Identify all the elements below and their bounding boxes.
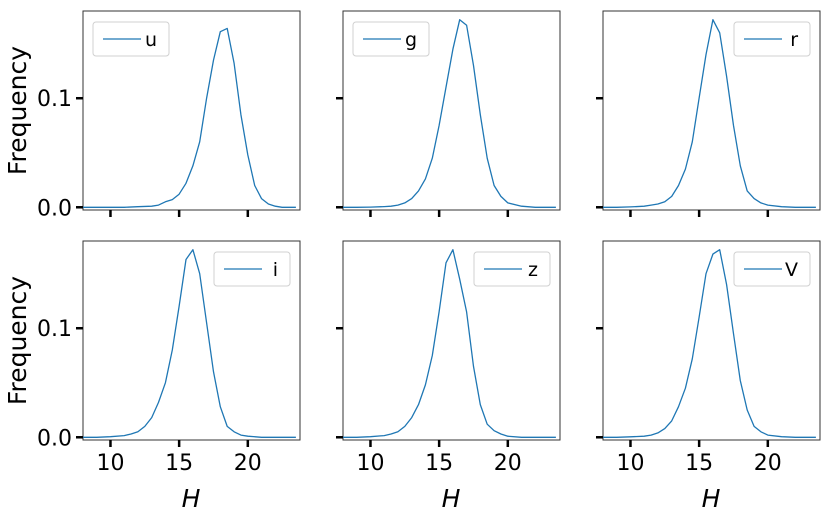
legend-label: u xyxy=(145,29,157,51)
legend: V xyxy=(733,251,811,287)
x-tick-label: 20 xyxy=(494,451,522,476)
axes-frame xyxy=(602,10,821,211)
x-tick-label: 10 xyxy=(356,451,384,476)
legend: g xyxy=(352,21,430,57)
panel-g: g xyxy=(336,10,561,217)
x-axis-label: H xyxy=(182,484,201,513)
panel-z: 10 15 20 z xyxy=(336,240,561,476)
axes-frame xyxy=(602,240,821,441)
legend: i xyxy=(213,251,291,287)
series-line-V xyxy=(603,249,816,438)
y-axis-label: Frequency xyxy=(3,276,32,405)
y-tick-label: 0.0 xyxy=(37,426,72,451)
x-axis-label: H xyxy=(442,484,461,513)
series-line-i xyxy=(83,249,296,438)
series-line-z xyxy=(343,249,556,438)
axes-frame xyxy=(342,10,561,211)
x-tick-label: 20 xyxy=(234,451,262,476)
legend-label: V xyxy=(785,259,798,281)
x-axis-label: H xyxy=(702,484,721,513)
series-line-r xyxy=(603,19,816,208)
legend-label: g xyxy=(405,29,417,51)
axes-frame xyxy=(342,240,561,441)
x-tick-label: 10 xyxy=(96,451,124,476)
legend-label: i xyxy=(273,259,278,281)
legend-label: r xyxy=(790,29,798,51)
x-tick-label: 20 xyxy=(754,451,782,476)
x-tick-label: 10 xyxy=(616,451,644,476)
panel-i: 10 15 20 0.0 0.1 i xyxy=(37,240,301,476)
series-line-u xyxy=(83,27,296,208)
x-tick-label: 15 xyxy=(425,451,453,476)
y-axis-label: Frequency xyxy=(3,46,32,175)
y-tick-label: 0.0 xyxy=(37,196,72,221)
axes-frame xyxy=(82,10,301,211)
panel-u: 0.0 0.1 u xyxy=(37,10,301,221)
legend-label: z xyxy=(528,259,538,281)
x-tick-label: 15 xyxy=(165,451,193,476)
panel-V: 10 15 20 V xyxy=(596,240,821,476)
legend: u xyxy=(92,21,170,57)
series-line-g xyxy=(343,19,556,208)
y-tick-label: 0.1 xyxy=(37,87,72,112)
axes-frame xyxy=(82,240,301,441)
x-tick-label: 15 xyxy=(685,451,713,476)
legend: z xyxy=(473,251,551,287)
y-tick-label: 0.1 xyxy=(37,317,72,342)
legend: r xyxy=(733,21,811,57)
panel-r: r xyxy=(596,10,821,217)
